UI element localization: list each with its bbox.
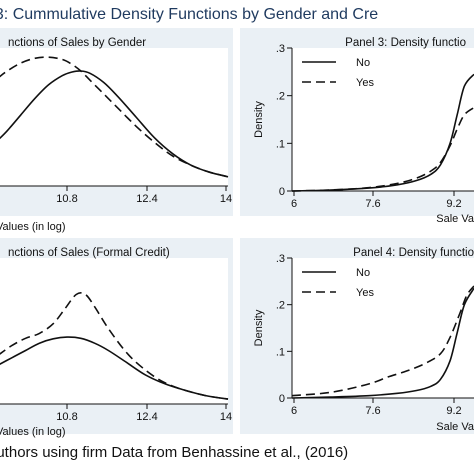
chart-panel-top-left: nctions of Sales by Gender 10.8 12.4 14 Valu… bbox=[0, 37, 232, 233]
y-tick-label: .1 bbox=[276, 138, 285, 150]
x-tick-label: 9.2 bbox=[446, 198, 461, 210]
x-tick-label: 10.8 bbox=[56, 193, 77, 205]
panel-title: Panel 3: Density functio bbox=[345, 37, 466, 49]
chart-panel-bottom-left: nctions of Sales (Formal Credit) 10.8 12.4… bbox=[0, 247, 232, 438]
x-axis-label: Values (in log) bbox=[0, 221, 66, 233]
chart-panel-top-right: Panel 3: Density functio 6 7.6 9.2 Sale Va 0.… bbox=[253, 37, 474, 225]
x-tick-label: 12.4 bbox=[136, 193, 157, 205]
x-tick-label: 6 bbox=[291, 198, 297, 210]
x-tick-label: 7.6 bbox=[365, 198, 380, 210]
series-line-no bbox=[291, 287, 474, 399]
series-line-yes bbox=[291, 106, 474, 192]
legend-label-no: No bbox=[356, 267, 370, 279]
plot-area bbox=[0, 48, 228, 186]
legend-label-no: No bbox=[356, 57, 370, 69]
x-tick-label: 7.6 bbox=[365, 405, 380, 417]
y-axis-label: Density bbox=[253, 309, 265, 346]
panel-title: nctions of Sales by Gender bbox=[8, 37, 146, 49]
y-axis-label: Density bbox=[253, 101, 265, 138]
y-tick-label: 0 bbox=[279, 186, 285, 198]
legend-label-yes: Yes bbox=[356, 287, 374, 299]
plot-area bbox=[292, 258, 474, 398]
x-tick-label: 14 bbox=[220, 193, 232, 205]
y-tick-label: 0 bbox=[279, 393, 285, 405]
chart-panel-bottom-right: Panel 4: Density functio 6 7.6 9.2 Sale Va 0.… bbox=[253, 247, 474, 433]
source-note: authors using firm Data from Benhassine … bbox=[0, 444, 349, 461]
panel-title: nctions of Sales (Formal Credit) bbox=[8, 247, 170, 259]
series-line-dashed bbox=[0, 292, 229, 400]
series-line-no bbox=[291, 73, 474, 192]
x-axis-label: Values (in log) bbox=[0, 426, 66, 438]
x-tick-label: 10.8 bbox=[56, 411, 77, 423]
x-tick-label: 12.4 bbox=[136, 411, 157, 423]
y-tick-label: .3 bbox=[276, 253, 285, 265]
y-tick-label: .3 bbox=[276, 43, 285, 55]
y-tick-label: .1 bbox=[276, 346, 285, 358]
x-tick-label: 6 bbox=[291, 405, 297, 417]
x-axis-label: Sale Va bbox=[436, 421, 474, 433]
figure-title: 03: Cummulative Density Functions by Gen… bbox=[0, 6, 379, 23]
x-tick-label: 9.2 bbox=[446, 405, 461, 417]
y-tick-label: .2 bbox=[276, 91, 285, 103]
legend-label-yes: Yes bbox=[356, 77, 374, 89]
x-tick-label: 14 bbox=[220, 411, 232, 423]
series-line-solid bbox=[0, 70, 229, 178]
panel-title: Panel 4: Density functio bbox=[353, 247, 474, 259]
x-axis-label: Sale Va bbox=[436, 213, 474, 225]
plot-area bbox=[292, 48, 474, 191]
y-tick-label: .2 bbox=[276, 300, 285, 312]
series-line-dashed bbox=[0, 56, 229, 178]
plot-area bbox=[0, 258, 228, 404]
